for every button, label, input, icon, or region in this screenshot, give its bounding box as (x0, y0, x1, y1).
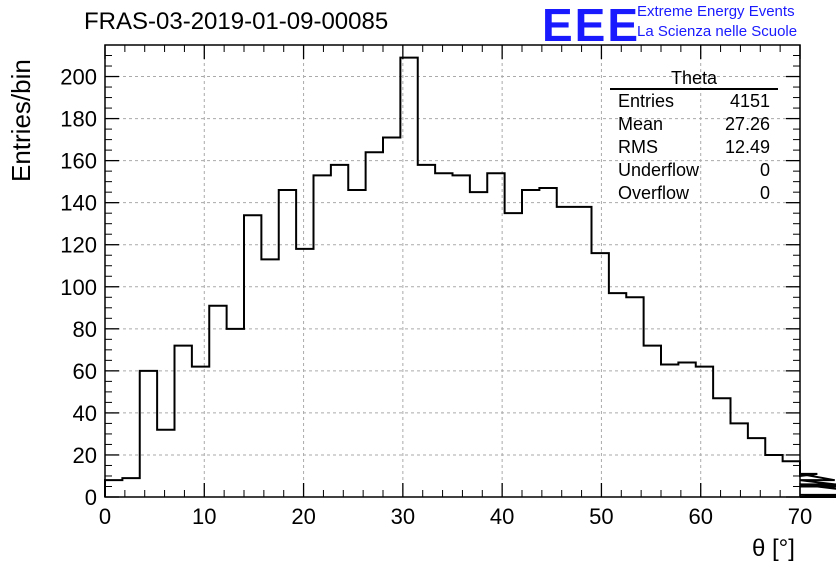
histogram-bin (453, 175, 470, 497)
histogram-bin (626, 297, 643, 497)
stats-box: Theta Entries 4151 Mean 27.26 RMS 12.49 … (610, 68, 778, 205)
histogram-bin (366, 152, 383, 497)
eee-logo: EEE (542, 0, 641, 51)
stats-label: RMS (618, 137, 658, 157)
stats-value: 27.26 (724, 114, 770, 134)
histogram-bin (713, 398, 730, 497)
y-tick-label: 180 (60, 107, 97, 132)
histogram-bin (748, 438, 765, 497)
histogram-bin (175, 346, 192, 497)
histogram-bin (574, 207, 591, 497)
x-tick-label: 70 (788, 504, 812, 529)
histogram-bin (678, 362, 695, 497)
y-tick-label: 20 (73, 443, 97, 468)
x-tick-label: 10 (192, 504, 216, 529)
histogram-bin (539, 188, 556, 497)
histogram-bin (383, 138, 400, 497)
y-tick-label: 200 (60, 65, 97, 90)
histogram-bin (140, 371, 157, 497)
y-tick-label: 80 (73, 317, 97, 342)
logo-caption-line1: Extreme Energy Events (637, 3, 795, 20)
histogram-series (104, 56, 836, 498)
y-tick-label: 140 (60, 191, 97, 216)
histogram-bin (731, 423, 748, 497)
histogram-bin (470, 192, 487, 497)
histogram-bin (505, 213, 522, 497)
histogram-bin (331, 165, 348, 497)
stats-value: 12.49 (724, 137, 770, 157)
x-tick-label: 0 (99, 504, 111, 529)
x-tick-label: 20 (291, 504, 315, 529)
histogram-bin (105, 480, 122, 497)
histogram-bin (522, 190, 539, 497)
stats-row: Entries 4151 (610, 90, 778, 113)
histogram-bin (696, 367, 713, 497)
y-axis-label: Entries/bin (6, 59, 36, 182)
plot-frame (104, 44, 801, 498)
y-tick-label: 160 (60, 149, 97, 174)
y-tick-label: 0 (85, 485, 97, 510)
logo-caption-line2: La Scienza nelle Scuole (637, 23, 798, 40)
stats-value: 0 (759, 160, 770, 180)
histogram-bin (348, 190, 365, 497)
histogram-bin (296, 249, 313, 497)
y-tick-label: 120 (60, 233, 97, 258)
histogram-bin (557, 207, 574, 497)
x-tick-label: 60 (688, 504, 712, 529)
stats-row: RMS 12.49 (610, 136, 778, 159)
histogram-bin (209, 306, 226, 497)
stats-label: Overflow (618, 183, 690, 203)
histogram-bin (609, 293, 626, 497)
histogram-bin (644, 346, 661, 497)
stats-label: Mean (618, 114, 664, 134)
x-tick-label: 30 (391, 504, 415, 529)
histogram-bin (261, 259, 278, 497)
histogram-bin (244, 215, 261, 497)
x-tick-label: 40 (490, 504, 514, 529)
x-axis-label: θ [°] (752, 535, 795, 562)
histogram-bin (192, 367, 209, 497)
x-tick-label: 50 (589, 504, 613, 529)
chart-title: FRAS-03-2019-01-09-00085 (84, 8, 389, 35)
axis-ticks (104, 44, 801, 498)
stats-value: 0 (759, 183, 770, 203)
histogram-bin (279, 190, 296, 497)
stats-label: Underflow (618, 160, 700, 180)
histogram-bin (227, 329, 244, 497)
histogram-bin (157, 430, 174, 497)
stats-row: Mean 27.26 (610, 113, 778, 136)
stats-row: Underflow 0 (610, 159, 778, 182)
y-tick-label: 40 (73, 401, 97, 426)
y-tick-label: 100 (60, 275, 97, 300)
stats-row: Overflow 0 (610, 182, 778, 205)
histogram-bin (314, 175, 331, 497)
stats-value: 4151 (729, 91, 770, 111)
y-tick-label: 60 (73, 359, 97, 384)
stats-title: Theta (610, 68, 778, 90)
histogram-bin (783, 461, 800, 497)
grid-lines (105, 45, 800, 497)
histogram-bin (418, 165, 435, 497)
histogram-outline (104, 56, 836, 498)
tick-labels: 0 10 20 30 40 50 60 70 0 20 40 60 80 100 120 140 160 180 2… (60, 65, 812, 529)
histogram-bin (661, 365, 678, 497)
histogram-bin (435, 173, 452, 497)
histogram-bin (592, 253, 609, 497)
stats-label: Entries (618, 91, 675, 111)
